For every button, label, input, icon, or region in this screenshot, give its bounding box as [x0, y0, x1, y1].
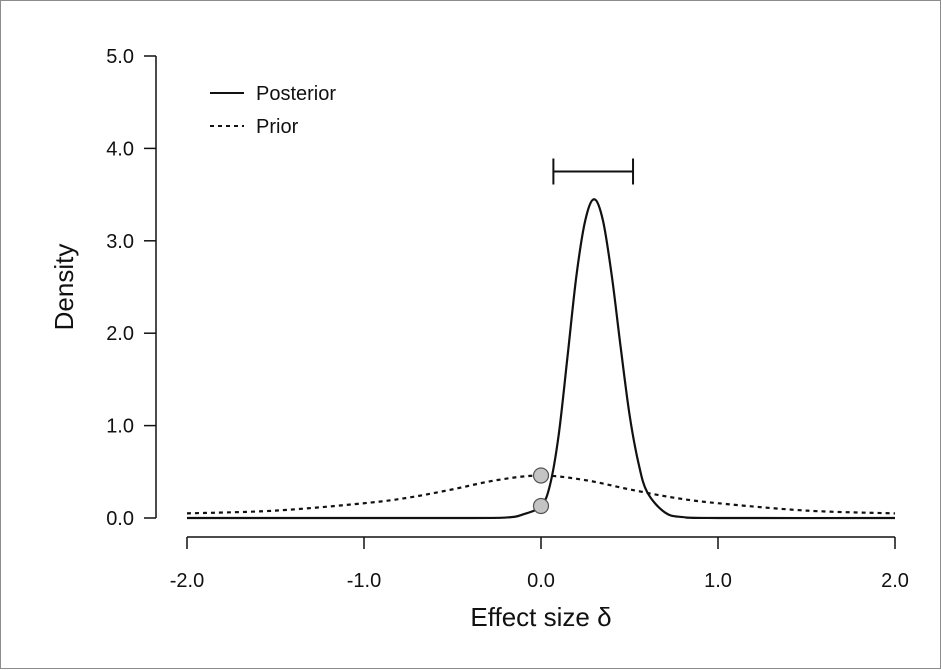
curves: [186, 198, 896, 520]
y-tick-label: 3.0: [106, 231, 134, 253]
axes: 0.0 1.0 2.0 3.0 4.0 5.0 -2.0 -1.0 0.0 1.0 2.0: [106, 46, 909, 592]
x-tick-label: 2.0: [881, 570, 909, 592]
density-points: [532, 467, 550, 515]
legend-label-posterior: Posterior: [256, 83, 336, 105]
y-tick-label: 4.0: [106, 138, 134, 160]
x-axis-title: Effect size δ: [470, 602, 611, 632]
density-point: [532, 467, 550, 484]
y-tick-label: 2.0: [106, 323, 134, 345]
series-line-posterior: [187, 198, 896, 520]
x-tick-label: 0.0: [527, 570, 555, 592]
density-point: [532, 497, 550, 515]
y-ticks: 0.0 1.0 2.0 3.0 4.0 5.0: [106, 46, 156, 530]
y-tick-label: 5.0: [106, 46, 134, 68]
legend: Posterior Prior: [210, 83, 336, 138]
x-tick-label: -2.0: [170, 570, 204, 592]
legend-label-prior: Prior: [256, 116, 299, 138]
y-tick-label: 1.0: [106, 416, 134, 438]
y-tick-label: 0.0: [106, 508, 134, 530]
y-axis-title: Density: [49, 244, 79, 331]
x-tick-label: 1.0: [704, 570, 732, 592]
x-tick-label: -1.0: [347, 570, 381, 592]
credible-interval: [552, 158, 635, 185]
x-ticks: -2.0 -1.0 0.0 1.0 2.0: [170, 537, 909, 592]
